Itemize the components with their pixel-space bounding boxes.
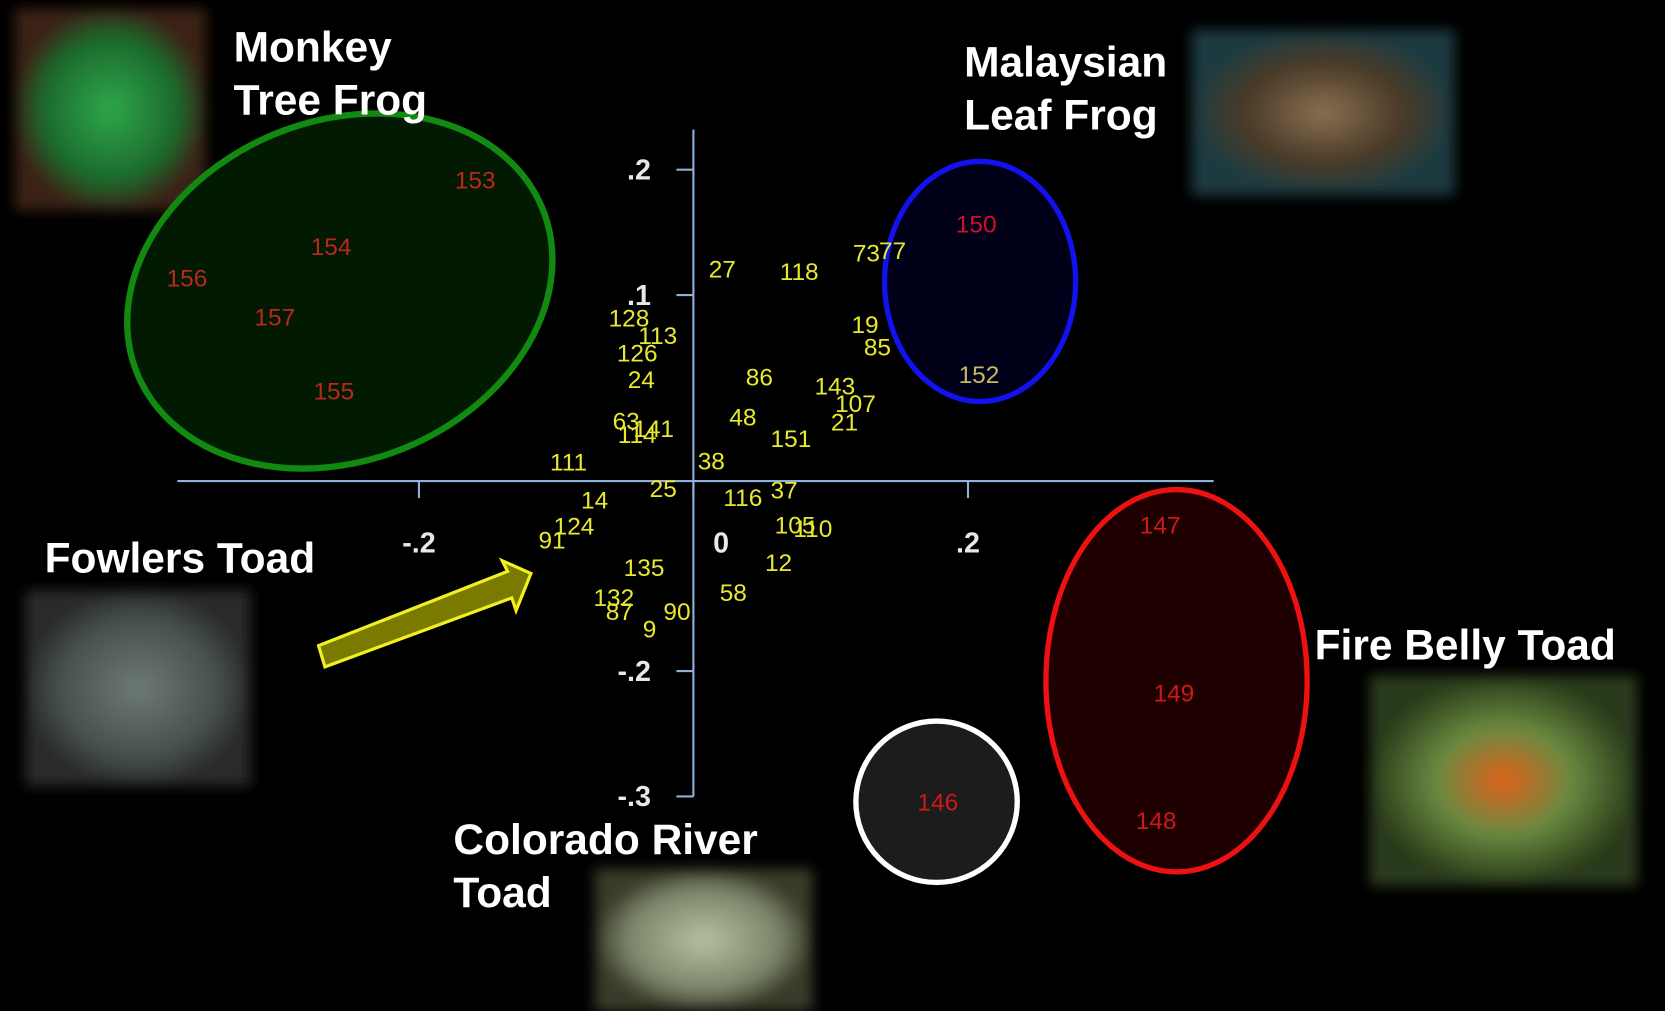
point-label: 114	[618, 422, 657, 449]
point-label: 132	[593, 585, 634, 612]
x-tick-label: -.2	[402, 527, 435, 559]
point-label: 151	[771, 426, 812, 453]
point-label: 110	[793, 516, 832, 543]
point-label: 27	[709, 257, 736, 284]
point-label: 156	[167, 265, 208, 292]
point-label: 21	[831, 410, 858, 437]
point-label: 37	[770, 477, 797, 504]
leaf-frog-photo	[1191, 29, 1455, 196]
point-label: 152	[959, 362, 1000, 389]
point-label: 105	[775, 512, 816, 539]
group-region	[1043, 486, 1310, 875]
point-label: 90	[663, 599, 690, 626]
annotation: Fowlers Toad	[45, 534, 316, 581]
group-region	[881, 158, 1079, 405]
monkey-frog-photo	[14, 8, 207, 211]
point-label: 155	[313, 378, 354, 405]
point-label: 38	[698, 448, 725, 475]
y-tick-label: -.3	[617, 781, 650, 813]
point-label: 154	[311, 234, 352, 261]
colorado-toad-photo	[594, 868, 813, 1011]
annotation-line: Monkey	[234, 24, 392, 71]
point-label: 85	[864, 334, 891, 361]
annotation-line: Fowlers Toad	[45, 534, 316, 581]
photos	[14, 8, 1638, 1011]
point-label: 87	[606, 599, 633, 626]
point-label: 128	[609, 306, 650, 333]
point-label: 153	[455, 168, 496, 195]
annotation-line: Tree Frog	[234, 77, 428, 124]
point-label: 150	[956, 212, 997, 239]
point-label: 149	[1154, 680, 1195, 707]
plot-area: .2.1-.2-.3-.2 0.2153154156157155150152147…	[167, 154, 1195, 835]
arrow	[316, 557, 533, 669]
point-label: 73	[853, 240, 880, 267]
y-tick-label: .2	[627, 154, 651, 186]
point-label: 143	[814, 373, 855, 400]
point-label: 12	[765, 550, 792, 577]
annotation-line: Malaysian	[964, 39, 1167, 86]
group-region	[124, 110, 556, 472]
annotation: Malaysian Leaf Frog	[964, 39, 1167, 139]
point-label: 25	[650, 476, 677, 503]
point-label: 77	[879, 238, 906, 265]
x-tick-label: 0	[713, 527, 729, 559]
point-label: 9	[643, 616, 657, 643]
point-label: 86	[746, 364, 773, 391]
point-label: 91	[538, 527, 565, 554]
point-label: 146	[917, 789, 958, 816]
group-region	[853, 718, 1020, 886]
y-tick-label: .1	[627, 280, 651, 312]
point-label: 113	[638, 323, 677, 350]
point-label: 63	[613, 408, 640, 435]
fire-belly-photo	[1369, 675, 1638, 886]
point-label: 19	[851, 312, 878, 339]
point-label: 135	[624, 555, 665, 582]
point-label: 48	[729, 405, 756, 432]
point-label: 116	[723, 485, 762, 512]
point-label: 111	[550, 450, 587, 477]
point-label: 124	[554, 514, 595, 541]
point-label: 147	[1140, 512, 1181, 539]
annotation-line: Toad	[453, 869, 551, 916]
y-tick-label: -.2	[617, 656, 650, 688]
annotation-line: Fire Belly Toad	[1315, 621, 1616, 668]
annotation: Fire Belly Toad	[1315, 621, 1616, 668]
point-label: 58	[720, 580, 747, 607]
point-label: 118	[780, 259, 819, 286]
point-label: 157	[254, 304, 295, 331]
annotation: Monkey Tree Frog	[234, 24, 428, 124]
annotation-line: Leaf Frog	[964, 92, 1157, 139]
x-tick-label: .2	[956, 527, 980, 559]
point-label: 141	[633, 416, 674, 443]
annotation: Colorado River Toad	[453, 816, 757, 916]
point-label: 148	[1136, 808, 1177, 835]
point-label: 107	[835, 391, 876, 418]
point-label: 126	[617, 341, 658, 368]
point-label: 14	[581, 487, 608, 514]
point-label: 24	[628, 367, 655, 394]
fowlers-toad-photo	[25, 590, 251, 786]
annotation-line: Colorado River	[453, 816, 757, 863]
